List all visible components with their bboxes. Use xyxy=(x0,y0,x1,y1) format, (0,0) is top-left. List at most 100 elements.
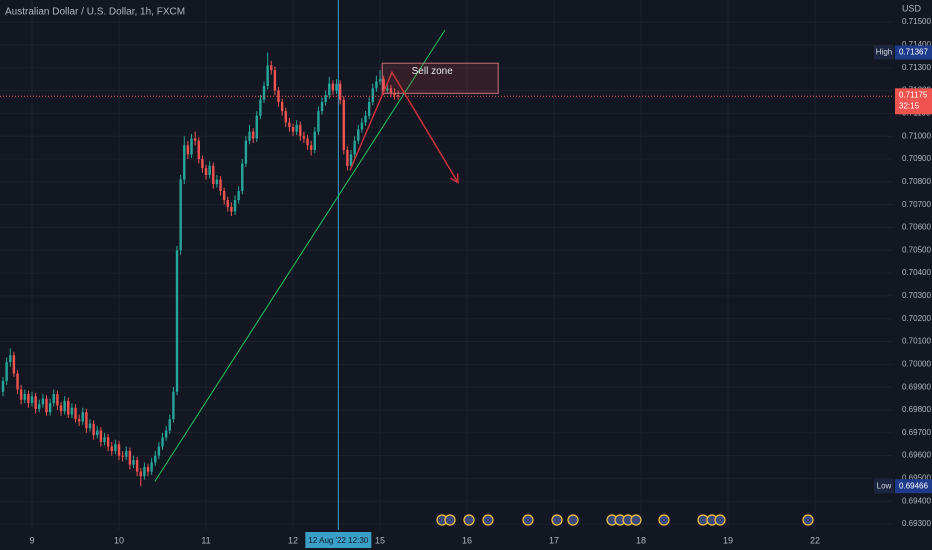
axes: 0.69300 0.69400 0.69500 0.69600 0.69700 0.698… xyxy=(30,17,932,548)
marker-value-box xyxy=(895,45,932,60)
candle-body xyxy=(266,65,269,87)
marker-value: 0.69466 xyxy=(899,481,928,490)
candle-body xyxy=(331,83,335,91)
candle-body xyxy=(360,122,364,130)
candle-body xyxy=(197,140,200,160)
candle-body xyxy=(346,149,349,166)
x-tick-label: 15 xyxy=(375,535,385,545)
candle-body xyxy=(77,419,81,422)
candle-body xyxy=(92,423,95,436)
x-tick-label: 12 xyxy=(288,535,298,545)
candle-body xyxy=(183,145,186,180)
event-icon[interactable] xyxy=(714,514,726,526)
candle-body xyxy=(291,127,295,132)
candle-body xyxy=(48,403,52,413)
candle-body xyxy=(386,88,389,91)
candle-body xyxy=(241,163,244,191)
candle-body xyxy=(121,455,124,457)
event-icon[interactable] xyxy=(551,514,563,526)
y-tick-label: 0.70800 xyxy=(902,177,931,186)
candle-body xyxy=(324,95,327,102)
y-tick-label: 0.70500 xyxy=(902,245,931,254)
candle-body xyxy=(125,451,128,457)
event-icon[interactable] xyxy=(567,514,579,526)
event-icons xyxy=(436,514,814,526)
y-tick-label: 0.71500 xyxy=(902,17,931,26)
candle-body xyxy=(117,444,121,456)
y-tick-label: 0.69300 xyxy=(902,519,931,528)
y-tick-label: 0.70200 xyxy=(902,314,931,323)
candle-body xyxy=(128,451,132,465)
candle-body xyxy=(154,455,157,463)
x-tick-label: 11 xyxy=(201,535,210,545)
candle-body xyxy=(190,138,193,155)
candle-body xyxy=(364,115,367,123)
candle-body xyxy=(259,99,262,116)
last-price-countdown: 32:15 xyxy=(899,101,920,110)
candle-body xyxy=(5,362,8,382)
y-tick-label: 0.69500 xyxy=(902,474,931,483)
candle-body xyxy=(212,165,215,185)
candle-body xyxy=(99,430,103,442)
candle-body xyxy=(280,101,284,112)
candle-body xyxy=(208,165,211,175)
candle-body xyxy=(161,437,164,447)
y-tick-label: 0.71400 xyxy=(902,40,931,49)
event-icon[interactable] xyxy=(463,514,475,526)
last-price-value: 0.71175 xyxy=(899,90,928,99)
candle-body xyxy=(132,460,135,465)
candle-body xyxy=(288,122,291,128)
chart-title: Australian Dollar / U.S. Dollar, 1h, FXC… xyxy=(5,7,185,18)
candle-body xyxy=(251,131,255,139)
sell-zone-label: Sell zone xyxy=(412,66,454,77)
event-icon[interactable] xyxy=(802,514,814,526)
y-tick-label: 0.69900 xyxy=(902,382,931,391)
event-icon[interactable] xyxy=(522,514,534,526)
candle-body xyxy=(349,154,353,166)
candle-body xyxy=(19,389,23,400)
candle-body xyxy=(157,446,161,456)
candle-body xyxy=(103,437,106,442)
candle-body xyxy=(146,467,150,472)
candle-body xyxy=(317,111,320,132)
candle-body xyxy=(302,136,306,139)
candle-body xyxy=(204,168,208,175)
event-icon[interactable] xyxy=(630,514,642,526)
crosshair-label: 12 Aug '22 12:30 xyxy=(308,536,368,545)
arrow xyxy=(349,70,459,183)
candle-body xyxy=(396,95,400,97)
candle-body xyxy=(59,405,63,412)
candle-body xyxy=(320,101,324,112)
event-icon[interactable] xyxy=(444,514,456,526)
x-tick-label: 22 xyxy=(810,535,820,545)
candle-body xyxy=(85,412,88,429)
x-tick-label: 16 xyxy=(462,535,472,545)
last-price-box xyxy=(895,88,932,115)
candle-body xyxy=(106,437,110,447)
event-icon[interactable] xyxy=(482,514,494,526)
candle-body xyxy=(237,190,240,201)
candle-body xyxy=(56,394,59,406)
candle-body xyxy=(248,131,251,141)
x-tick-label: 17 xyxy=(549,535,559,545)
candle-body xyxy=(150,462,153,472)
y-tick-label: 0.69400 xyxy=(902,496,931,505)
candle-body xyxy=(270,65,273,71)
grid xyxy=(0,0,893,530)
candle-body xyxy=(9,355,12,363)
candle-body xyxy=(357,129,360,141)
candle-body xyxy=(139,471,142,477)
x-tick-label: 9 xyxy=(30,535,35,545)
candle-body xyxy=(38,404,41,409)
candle-body xyxy=(16,373,19,390)
y-tick-label: 0.69700 xyxy=(902,428,931,437)
y-tick-label: 0.70300 xyxy=(902,291,931,300)
candle-body xyxy=(30,396,34,404)
x-tick-label: 19 xyxy=(723,535,733,545)
candle-body xyxy=(277,90,280,102)
candle-body xyxy=(244,140,248,164)
candle-body xyxy=(172,391,175,420)
candle-body xyxy=(52,394,55,404)
event-icon[interactable] xyxy=(658,514,670,526)
x-tick-label: 18 xyxy=(636,535,646,545)
